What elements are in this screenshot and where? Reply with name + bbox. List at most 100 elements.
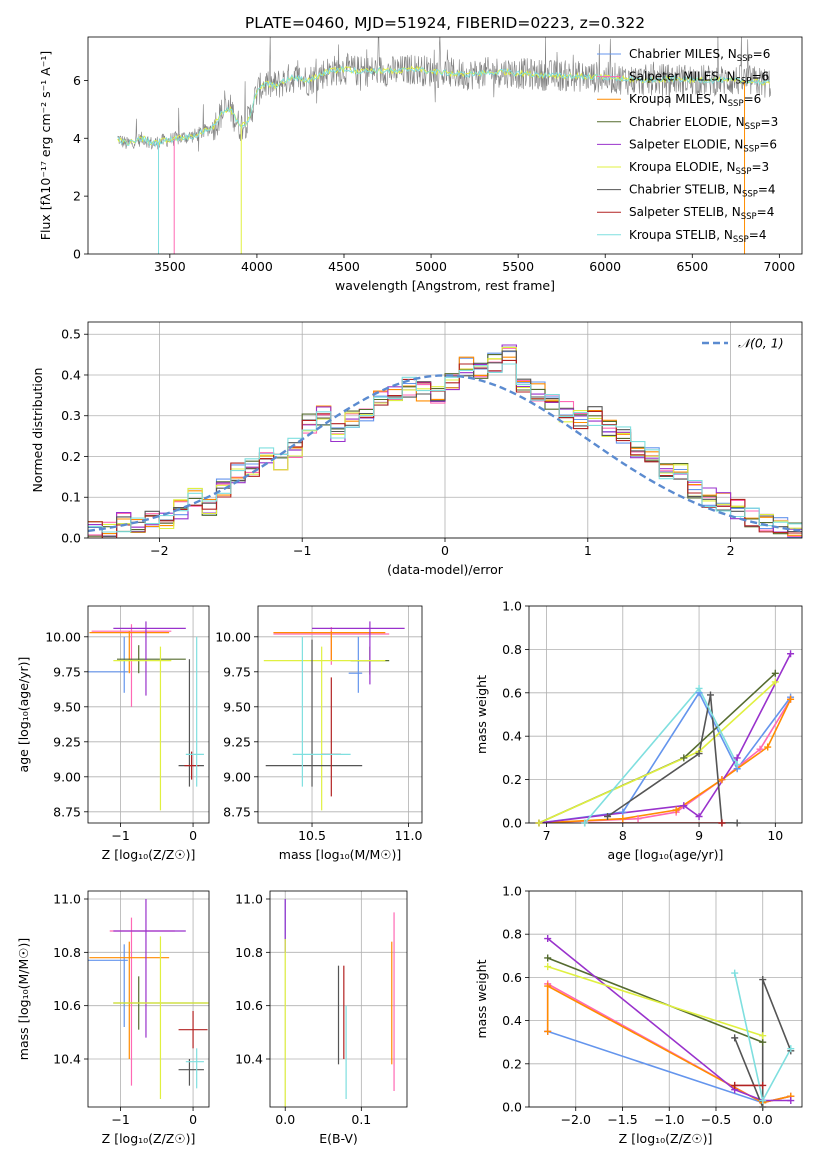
y-tick-label: 0.2 bbox=[61, 449, 81, 464]
axes-frame bbox=[528, 605, 803, 824]
y-tick-label: 0.2 bbox=[502, 772, 522, 787]
legend-suffix: =6 bbox=[751, 70, 769, 84]
y-axis-label: mass weight bbox=[474, 675, 489, 754]
y-tick-label: 4 bbox=[73, 131, 81, 146]
x-tick-label: 0.0 bbox=[275, 1112, 295, 1127]
normal-curve bbox=[88, 374, 802, 533]
plot-area bbox=[88, 621, 204, 811]
panel-massweight-vs-age: 7 8 9 10 0.0 0.2 0.4 0.6 0.8 1.0 age [log₁₀(age/yr… bbox=[474, 599, 803, 862]
series-marker-kroupa_elodie bbox=[535, 819, 543, 827]
x-axis-label: mass [log₁₀(M/M☉)] bbox=[279, 847, 401, 862]
x-axis-label: Z [log₁₀(Z/Z☉)] bbox=[619, 1131, 713, 1146]
series-marker-salpeter_elodie bbox=[680, 802, 688, 810]
series-marker-kroupa_miles bbox=[718, 776, 726, 784]
x-tick-label: 0 bbox=[189, 1112, 197, 1127]
panel-mass-vs-ebv: 0.0 0.1 10.4 10.6 10.8 11.0 E(B-V) bbox=[235, 890, 408, 1146]
y-tick-label: 9.50 bbox=[53, 699, 81, 714]
y-tick-label: 10.8 bbox=[53, 945, 81, 960]
series-marker-chabrier_stelib bbox=[695, 750, 703, 758]
y-tick-label: 1.0 bbox=[502, 599, 522, 614]
legend-suffix: =4 bbox=[749, 228, 767, 242]
panel-spectrum: 3500 4000 4500 5000 5500 6000 6500 7000 0 2 4 6 wave… bbox=[38, 36, 803, 293]
legend-label: Kroupa MILES, NSSP=6 bbox=[629, 92, 761, 109]
legend-subscript: SSP bbox=[728, 99, 744, 109]
series-line-chabrier_elodie bbox=[538, 672, 776, 823]
series-marker-kroupa_elodie bbox=[771, 678, 779, 686]
plot-area bbox=[263, 621, 405, 811]
series-line-salpeter_elodie bbox=[547, 937, 791, 1102]
x-tick-label: −1 bbox=[111, 828, 129, 843]
x-tick-label: 0 bbox=[189, 828, 197, 843]
y-tick-label: 0.8 bbox=[502, 642, 522, 657]
legend-suffix: =6 bbox=[744, 92, 762, 106]
series-marker-salpeter_elodie bbox=[787, 1097, 795, 1105]
x-tick-label: 9 bbox=[695, 828, 703, 843]
panel-residuals: −2 −1 0 1 2 0.0 0.1 0.2 0.3 0.4 0.5 (data-model)/er… bbox=[30, 321, 803, 577]
x-axis-label: wavelength [Angstrom, rest frame] bbox=[335, 278, 555, 293]
series-marker-salpeter_stelib bbox=[718, 819, 726, 827]
y-tick-label: 10.4 bbox=[235, 1052, 263, 1067]
plot-area bbox=[88, 899, 209, 1099]
series-marker-kroupa_miles bbox=[544, 982, 552, 990]
legend-label: Chabrier MILES, NSSP=6 bbox=[629, 47, 770, 64]
series-marker-salpeter_stelib bbox=[731, 1081, 739, 1089]
legend-label: Salpeter ELODIE, NSSP=6 bbox=[629, 137, 777, 154]
legend-label: Kroupa ELODIE, NSSP=3 bbox=[629, 160, 769, 177]
axes-frame bbox=[269, 890, 408, 1108]
y-tick-label: 2 bbox=[73, 189, 81, 204]
y-tick-label: 9.50 bbox=[223, 699, 251, 714]
legend-suffix: =4 bbox=[757, 205, 775, 219]
series-marker-kroupa_stelib bbox=[787, 1045, 795, 1053]
y-tick-label: 9.75 bbox=[53, 664, 81, 679]
series-marker-kroupa_miles bbox=[787, 695, 795, 703]
series-marker-chabrier_stelib bbox=[731, 1034, 739, 1042]
series-marker-kroupa_miles bbox=[544, 1027, 552, 1035]
x-tick-label: 0.1 bbox=[351, 1112, 371, 1127]
plot-area bbox=[284, 899, 395, 1107]
series-marker-chabrier_stelib bbox=[604, 812, 612, 820]
y-tick-label: 0.6 bbox=[502, 970, 522, 985]
series-marker-kroupa_miles bbox=[619, 815, 627, 823]
series-marker-kroupa_elodie bbox=[759, 1032, 767, 1040]
legend-suffix: =6 bbox=[753, 47, 771, 61]
y-tick-label: 10.6 bbox=[53, 998, 81, 1013]
y-tick-label: 0.3 bbox=[61, 408, 81, 423]
axes-frame bbox=[528, 890, 803, 1108]
y-tick-label: 10.00 bbox=[45, 629, 81, 644]
series-marker-kroupa_stelib bbox=[695, 684, 703, 692]
series-line-kroupa_miles bbox=[538, 698, 792, 823]
series-marker-kroupa_stelib bbox=[759, 1097, 767, 1105]
axes-frame bbox=[87, 605, 210, 824]
series-marker-kroupa_elodie bbox=[544, 963, 552, 971]
legend-label: 𝒩(0, 1) bbox=[738, 336, 784, 351]
series-line-chabrier_stelib bbox=[607, 694, 738, 823]
y-tick-label: 9.25 bbox=[53, 734, 81, 749]
x-axis-label: E(B-V) bbox=[319, 1131, 358, 1146]
legend-subscript: SSP bbox=[736, 167, 752, 177]
panel-age-vs-mass: 10.5 11.0 8.75 9.00 9.25 9.50 9.75 10.00 mass [l… bbox=[215, 605, 423, 862]
series-marker-kroupa_miles bbox=[764, 743, 772, 751]
y-tick-label: 0.2 bbox=[502, 1056, 522, 1071]
x-tick-label: 11.0 bbox=[395, 828, 423, 843]
legend-subscript: SSP bbox=[736, 77, 752, 87]
y-tick-label: 0.0 bbox=[502, 816, 522, 831]
y-tick-label: 0.4 bbox=[502, 729, 522, 744]
legend-label: Salpeter STELIB, NSSP=4 bbox=[629, 205, 774, 222]
legend-subscript: SSP bbox=[743, 144, 759, 154]
series-marker-chabrier_elodie bbox=[759, 1038, 767, 1046]
plot-area bbox=[538, 653, 792, 823]
x-tick-label: 6000 bbox=[589, 259, 621, 274]
axes-frame bbox=[87, 321, 803, 539]
legend-suffix: =6 bbox=[759, 137, 777, 151]
legend-label: Salpeter MILES, NSSP=6 bbox=[629, 70, 769, 87]
series-line-salpeter_miles bbox=[538, 698, 792, 823]
x-tick-label: 5500 bbox=[502, 259, 534, 274]
series-line-kroupa_elodie bbox=[547, 965, 763, 1037]
series-marker-kroupa_stelib bbox=[581, 819, 589, 827]
x-tick-label: 0.0 bbox=[753, 1112, 773, 1127]
spectrum-model-kroupa_stelib bbox=[117, 65, 770, 148]
x-tick-label: 6500 bbox=[676, 259, 708, 274]
x-tick-label: 5000 bbox=[415, 259, 447, 274]
x-tick-label: −0.5 bbox=[701, 1112, 731, 1127]
